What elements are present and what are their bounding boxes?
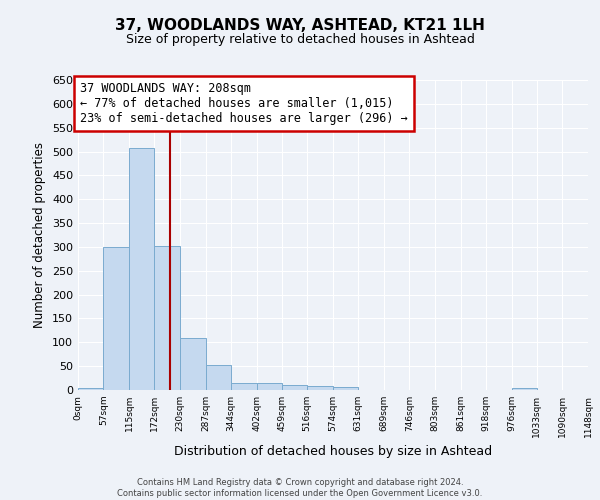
Text: Contains HM Land Registry data © Crown copyright and database right 2024.
Contai: Contains HM Land Registry data © Crown c… xyxy=(118,478,482,498)
X-axis label: Distribution of detached houses by size in Ashtead: Distribution of detached houses by size … xyxy=(174,446,492,458)
Bar xyxy=(307,386,333,390)
Bar xyxy=(257,384,282,390)
Bar xyxy=(129,148,154,390)
Bar xyxy=(103,247,129,390)
Bar xyxy=(154,246,180,390)
Text: 37, WOODLANDS WAY, ASHTEAD, KT21 1LH: 37, WOODLANDS WAY, ASHTEAD, KT21 1LH xyxy=(115,18,485,32)
Text: 37 WOODLANDS WAY: 208sqm
← 77% of detached houses are smaller (1,015)
23% of sem: 37 WOODLANDS WAY: 208sqm ← 77% of detach… xyxy=(80,82,408,126)
Text: Size of property relative to detached houses in Ashtead: Size of property relative to detached ho… xyxy=(125,32,475,46)
Bar xyxy=(512,388,537,390)
Bar xyxy=(78,388,103,390)
Bar xyxy=(205,364,231,390)
Bar xyxy=(282,385,307,390)
Bar xyxy=(333,386,358,390)
Y-axis label: Number of detached properties: Number of detached properties xyxy=(34,142,46,328)
Bar xyxy=(180,338,205,390)
Bar xyxy=(231,384,257,390)
